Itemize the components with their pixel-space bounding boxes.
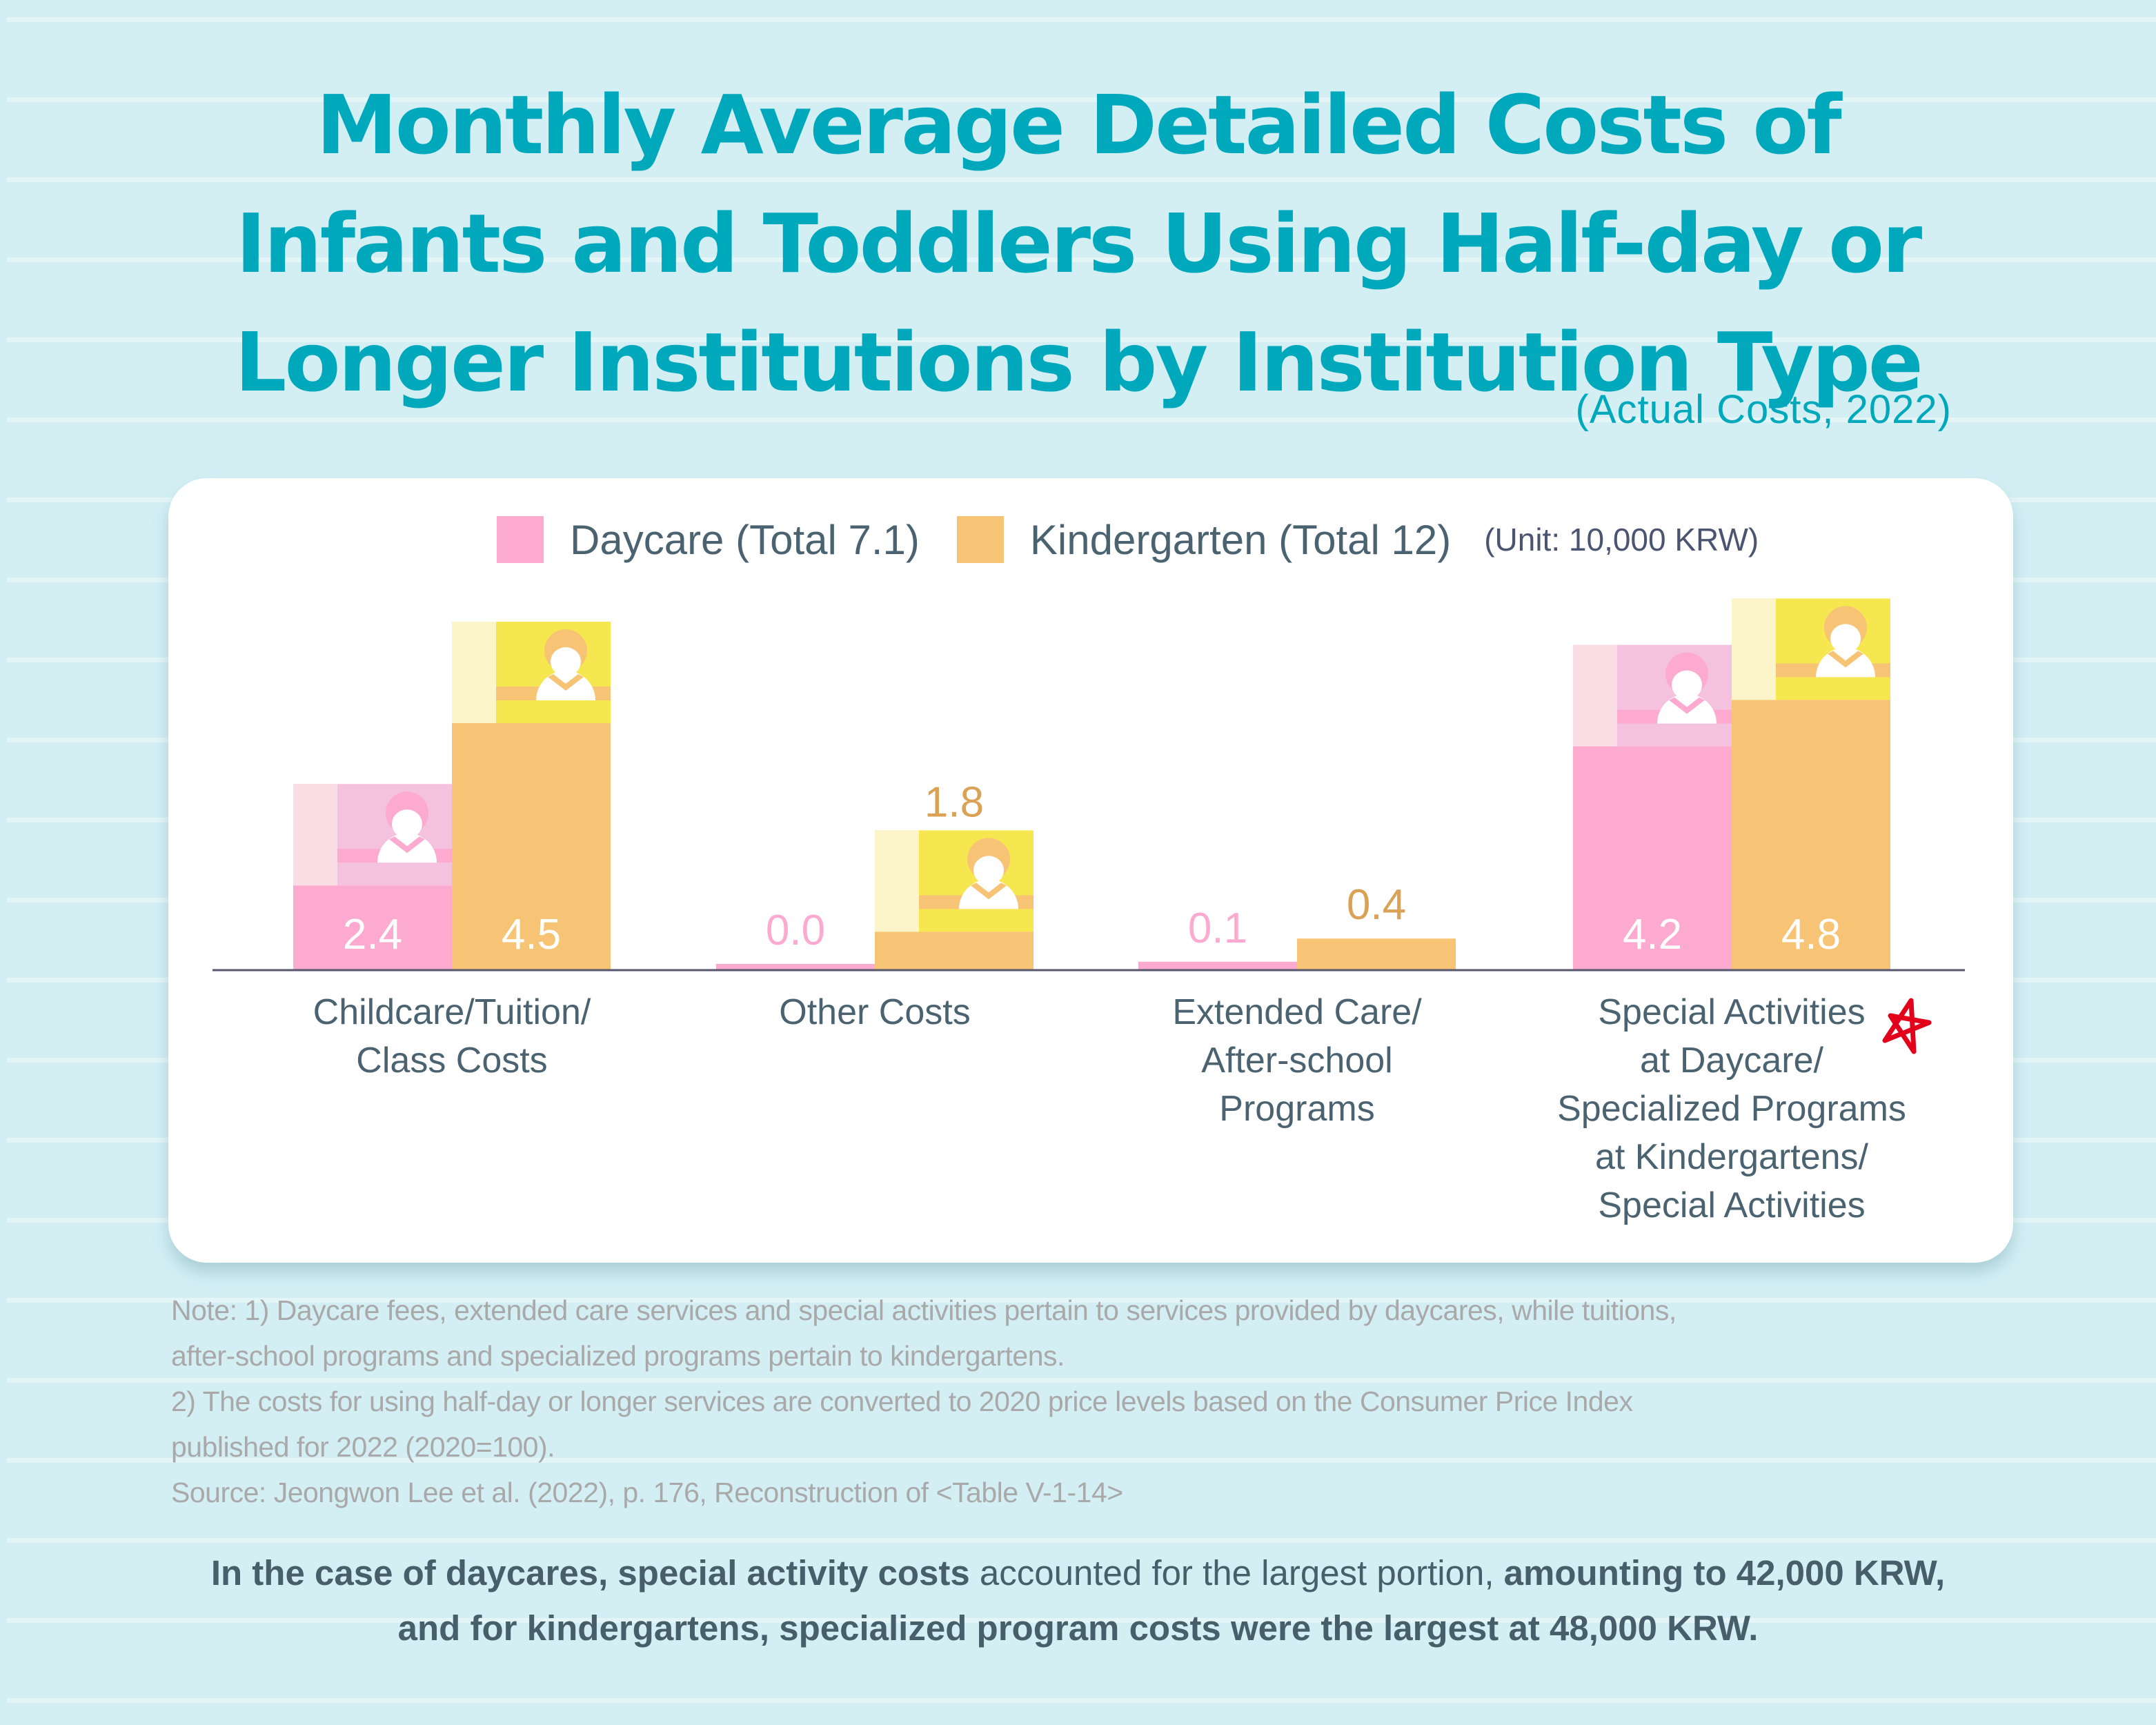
legend-swatch-kindergarten bbox=[956, 516, 1004, 563]
title-line-3: Longer Institutions by Institution Type bbox=[235, 315, 1923, 410]
chart-subtitle: (Actual Costs, 2022) bbox=[1575, 387, 1952, 432]
summary-emphasis: In the case of daycares, special activit… bbox=[210, 1553, 970, 1593]
category-label: Special Activities at Daycare/ Specializ… bbox=[1557, 992, 1906, 1225]
person-collar-icon bbox=[1828, 651, 1863, 668]
person-face-icon bbox=[1672, 670, 1702, 700]
value-label: 1.8 bbox=[924, 778, 984, 826]
note-line: Note: 1) Daycare fees, extended care ser… bbox=[171, 1294, 1677, 1326]
bar-daycare bbox=[716, 964, 875, 969]
person-collar-icon bbox=[548, 674, 584, 691]
star-icon bbox=[1882, 998, 1932, 1054]
category-label: Childcare/Tuition/ Class Costs bbox=[313, 992, 591, 1081]
summary: In the case of daycares, special activit… bbox=[0, 1546, 2156, 1656]
value-label: 4.5 bbox=[502, 911, 561, 958]
value-label: 4.8 bbox=[1781, 911, 1841, 958]
category-label: Other Costs bbox=[779, 992, 971, 1032]
note-line: after-school programs and specialized pr… bbox=[171, 1340, 1065, 1372]
value-label: 0.1 bbox=[1188, 905, 1247, 952]
person-face-icon bbox=[973, 856, 1004, 885]
bar-kindergarten bbox=[1297, 938, 1456, 969]
summary-line-2: and for kindergartens, specialized progr… bbox=[0, 1601, 2156, 1656]
value-label: 4.2 bbox=[1623, 911, 1682, 958]
summary-line-1: In the case of daycares, special activit… bbox=[0, 1546, 2156, 1601]
value-label: 0.0 bbox=[766, 907, 825, 954]
notes: Note: 1) Daycare fees, extended care ser… bbox=[171, 1288, 2103, 1515]
person-collar-icon bbox=[971, 883, 1007, 900]
summary-text: accounted for the largest portion, bbox=[969, 1553, 1504, 1593]
value-label: 0.4 bbox=[1347, 881, 1406, 929]
title-line-2: Infants and Toddlers Using Half-day or bbox=[235, 196, 1922, 291]
note-line: 2) The costs for using half-day or longe… bbox=[171, 1386, 1633, 1417]
bar-daycare bbox=[1138, 961, 1297, 969]
chart-title: Monthly Average Detailed Costs of Infant… bbox=[0, 66, 2156, 422]
category-label: Extended Care/ After-school Programs bbox=[1172, 992, 1422, 1129]
legend: Daycare (Total 7.1) Kindergarten (Total … bbox=[497, 512, 1759, 567]
bar-frame-side bbox=[875, 830, 919, 932]
bar-frame-side bbox=[1573, 644, 1617, 747]
bar-kindergarten bbox=[452, 723, 611, 969]
person-face-icon bbox=[392, 809, 422, 839]
person-face-icon bbox=[551, 647, 581, 676]
value-label: 2.4 bbox=[343, 911, 402, 958]
unit-label: (Unit: 10,000 KRW) bbox=[1484, 522, 1759, 558]
bar-chart: 2.4 0.0 0.1 4.2 4.5 1.8 0.4 4.8 bbox=[212, 598, 1965, 1054]
title-line-1: Monthly Average Detailed Costs of bbox=[316, 77, 1841, 172]
person-collar-icon bbox=[389, 836, 425, 854]
bar-daycare bbox=[1573, 746, 1732, 969]
bar-kindergarten bbox=[875, 931, 1034, 969]
summary-emphasis: and for kindergartens, specialized progr… bbox=[397, 1608, 1759, 1648]
summary-emphasis: amounting to 42,000 KRW, bbox=[1503, 1553, 1946, 1593]
bar-frame-side bbox=[1732, 598, 1776, 700]
source-line: Source: Jeongwon Lee et al. (2022), p. 1… bbox=[171, 1477, 1123, 1508]
bar-kindergarten bbox=[1732, 700, 1890, 969]
bar-frame-side bbox=[452, 622, 496, 723]
bar-daycare bbox=[293, 885, 452, 969]
legend-label-daycare: Daycare (Total 7.1) bbox=[570, 516, 920, 563]
legend-label-kindergarten: Kindergarten (Total 12) bbox=[1029, 516, 1452, 563]
note-line: published for 2022 (2020=100). bbox=[171, 1431, 555, 1463]
bar-frame-side bbox=[293, 784, 337, 886]
person-collar-icon bbox=[1669, 697, 1705, 714]
person-face-icon bbox=[1830, 624, 1861, 653]
legend-swatch-daycare bbox=[497, 516, 544, 563]
